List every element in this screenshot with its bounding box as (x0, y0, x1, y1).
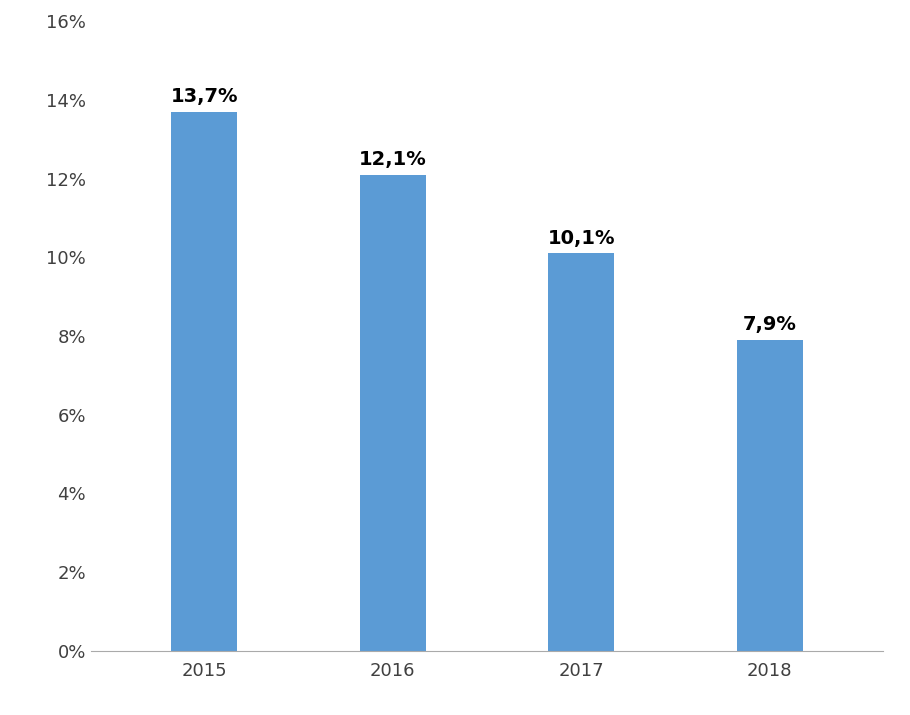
Bar (548, 254, 614, 651)
Text: 13,7%: 13,7% (170, 87, 238, 106)
Bar (736, 340, 803, 651)
Text: 10,1%: 10,1% (547, 229, 615, 247)
Text: 12,1%: 12,1% (359, 150, 427, 169)
Bar (171, 112, 238, 651)
Bar (359, 175, 426, 651)
Text: 7,9%: 7,9% (743, 315, 796, 334)
